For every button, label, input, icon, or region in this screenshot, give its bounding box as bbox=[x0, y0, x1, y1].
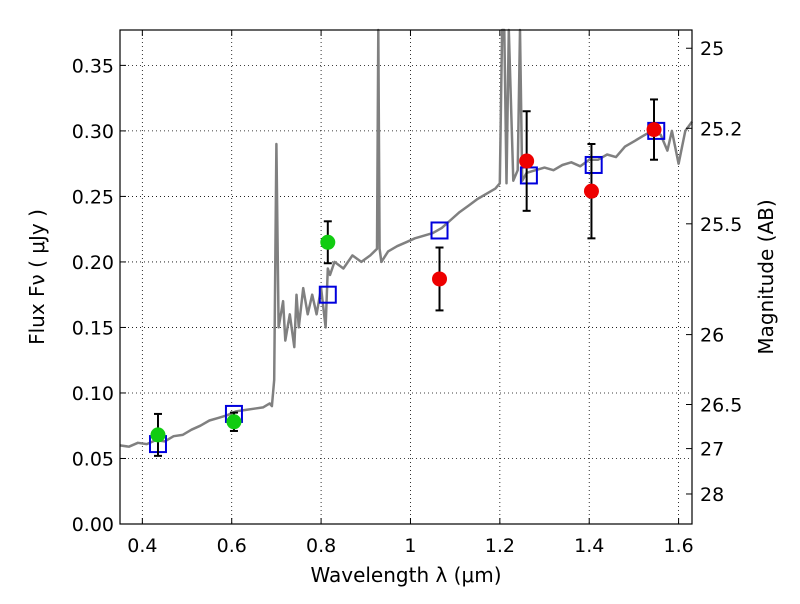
right-tick-label: 25 bbox=[700, 38, 724, 60]
right-tick-label: 26.5 bbox=[700, 394, 742, 416]
right-tick-label: 26 bbox=[700, 325, 724, 347]
observed-flux-point bbox=[583, 183, 599, 199]
x-tick-label: 0.8 bbox=[306, 535, 336, 557]
right-tick-label: 27 bbox=[700, 439, 724, 461]
y-tick-label: 0.00 bbox=[72, 514, 114, 536]
x-axis-label: Wavelength λ (μm) bbox=[310, 563, 501, 587]
right-tick-label: 25.5 bbox=[700, 214, 742, 236]
observed-flux-point bbox=[320, 234, 336, 250]
x-tick-label: 1 bbox=[404, 535, 416, 557]
model-flux-square bbox=[584, 155, 603, 174]
x-tick-label: 0.4 bbox=[127, 535, 157, 557]
observed-flux-point bbox=[646, 122, 662, 138]
observed-flux-point bbox=[519, 153, 535, 169]
y-tick-label: 0.05 bbox=[72, 448, 114, 470]
model-flux-square bbox=[318, 285, 337, 304]
x-tick-label: 1.4 bbox=[574, 535, 604, 557]
y-tick-label: 0.20 bbox=[72, 252, 114, 274]
y-tick-label: 0.30 bbox=[72, 121, 114, 143]
y-tick-label: 0.35 bbox=[72, 55, 114, 77]
plot-frame bbox=[119, 29, 693, 525]
y-tick-label: 0.15 bbox=[72, 317, 114, 339]
observed-flux-point bbox=[432, 271, 448, 287]
x-tick-label: 0.6 bbox=[217, 535, 247, 557]
y-tick-label: 0.25 bbox=[72, 186, 114, 208]
observed-flux-point bbox=[226, 414, 242, 430]
y-axis-right-label: Magnitude (AB) bbox=[754, 199, 778, 354]
grid-layer bbox=[120, 30, 692, 525]
right-tick-label: 25.2 bbox=[700, 118, 742, 140]
model-flux-square bbox=[430, 221, 449, 240]
spectrum-layer bbox=[119, 28, 694, 448]
observed-flux-point bbox=[150, 427, 166, 443]
spectrum-line bbox=[119, 28, 694, 448]
markers-layer bbox=[148, 98, 666, 457]
y-axis-label: Flux Fν ( μJy ) bbox=[25, 209, 49, 345]
y-tick-label: 0.10 bbox=[72, 383, 114, 405]
x-tick-label: 1.2 bbox=[485, 535, 515, 557]
right-tick-label: 28 bbox=[700, 484, 724, 506]
x-tick-label: 1.6 bbox=[663, 535, 693, 557]
ticks-layer: 0.4 0.6 0.8 1 1.2 1.4 1.6 0.00 0.05 0.10 0.15 0.20 0… bbox=[72, 30, 742, 557]
